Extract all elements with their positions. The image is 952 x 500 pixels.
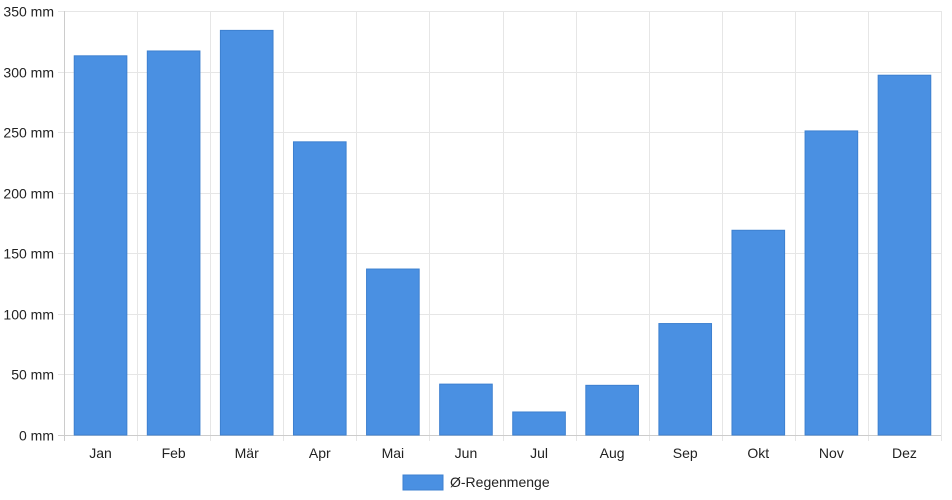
bar-nov[interactable] (804, 130, 859, 436)
x-tick-label-sep: Sep (673, 445, 698, 461)
x-tick-label-jan: Jan (89, 445, 112, 461)
bar-mär[interactable] (219, 29, 274, 436)
x-tick-label-aug: Aug (600, 445, 625, 461)
x-tick-label-nov: Nov (819, 445, 844, 461)
bar-sep[interactable] (658, 323, 713, 436)
bar-jun[interactable] (439, 383, 493, 436)
y-tick-label-50: 50 mm (11, 367, 54, 383)
y-tick-label-100: 100 mm (3, 307, 54, 323)
x-tick-label-feb: Feb (162, 445, 186, 461)
y-tick-label-150: 150 mm (3, 246, 54, 262)
y-tick-label-250: 250 mm (3, 125, 54, 141)
bar-mai[interactable] (366, 268, 420, 436)
y-tick-label-200: 200 mm (3, 186, 54, 202)
bar-apr[interactable] (292, 141, 347, 436)
x-tick-label-mär: Mär (235, 445, 259, 461)
legend-swatch[interactable] (402, 474, 444, 491)
bar-jan[interactable] (73, 55, 128, 436)
x-tick-label-mai: Mai (382, 445, 405, 461)
x-tick-label-jul: Jul (530, 445, 548, 461)
legend-label[interactable]: Ø-Regenmenge (450, 474, 550, 490)
x-tick-label-apr: Apr (309, 445, 331, 461)
y-tick-labels: 0 mm 50 mm 100 mm 150 mm 200 mm 250 mm 300 mm 3… (3, 4, 54, 444)
y-tick-label-350: 350 mm (3, 4, 54, 20)
bar-aug[interactable] (585, 384, 639, 436)
bar-jul[interactable] (512, 411, 566, 436)
legend[interactable]: Ø-Regenmenge (402, 474, 550, 491)
bars (73, 29, 932, 436)
axes (58, 11, 941, 441)
x-tick-labels: Jan Feb Mär Apr Mai Jun Jul Aug Sep Okt Nov Dez (89, 445, 917, 461)
bar-okt[interactable] (731, 229, 786, 436)
bar-dez[interactable] (877, 74, 932, 436)
bar-feb[interactable] (146, 50, 201, 436)
y-tick-label-0: 0 mm (19, 428, 54, 444)
x-tick-label-okt: Okt (747, 445, 769, 461)
x-tick-label-jun: Jun (455, 445, 478, 461)
grid-lines (58, 11, 942, 441)
x-tick-label-dez: Dez (892, 445, 917, 461)
y-tick-label-300: 300 mm (3, 65, 54, 81)
